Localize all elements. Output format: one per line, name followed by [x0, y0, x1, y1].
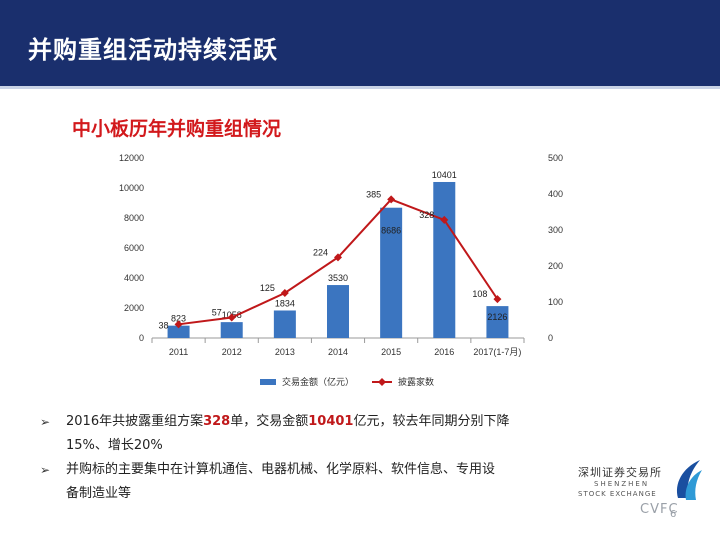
slide-title: 并购重组活动持续活跃 [28, 36, 278, 64]
bar-data-label: 3530 [328, 273, 348, 283]
y-left-tick-label: 4000 [124, 273, 144, 283]
logo-en-line1: SHENZHEN [594, 480, 650, 488]
line-data-label: 328 [419, 210, 434, 220]
bar [486, 306, 509, 338]
legend-bar-swatch [260, 379, 276, 385]
line-point [440, 215, 449, 224]
bullet-list: ➢ 2016年共披露重组方案328单，交易金额10401亿元，较去年同期分别下降… [40, 410, 640, 506]
line-point [334, 253, 342, 262]
watermark-text: CVFC [640, 502, 679, 517]
y-right-tick-label: 100 [548, 297, 563, 307]
bar [273, 310, 296, 338]
title-bar: 并购重组活动持续活跃 [0, 0, 720, 86]
line-data-label: 385 [366, 189, 381, 199]
bullet-item: ➢ 并购标的主要集中在计算机通信、电器机械、化学原料、软件信息、专用设 备制造业… [40, 458, 640, 506]
highlight-count: 328 [203, 414, 231, 429]
bullet-text: 备制造业等 [66, 486, 132, 501]
line-point [227, 313, 236, 322]
bar-data-label: 10401 [432, 170, 457, 180]
y-left-tick-label: 2000 [124, 303, 144, 313]
logo-name: 深圳证券交易所 [578, 466, 662, 479]
x-tick-label: 2013 [275, 347, 295, 357]
line-data-label: 125 [260, 283, 275, 293]
szse-logo-block: 深圳证券交易所 SHENZHEN STOCK EXCHANGE [578, 458, 718, 508]
y-right-tick-label: 400 [548, 189, 563, 199]
x-tick-label: 2014 [328, 347, 348, 357]
y-left-tick-label: 10000 [119, 183, 144, 193]
arrow-bullet-icon: ➢ [40, 463, 51, 477]
bullet-text: 并购标的主要集中在计算机通信、电器机械、化学原料、软件信息、专用设 [66, 462, 496, 477]
y-right-tick-label: 300 [548, 225, 563, 235]
title-divider [0, 86, 720, 89]
logo-en-line2: STOCK EXCHANGE [578, 490, 657, 498]
bar-line-chart: 0 2000 4000 6000 8000 10000 12000 0 100 200 300 400… [119, 153, 563, 387]
szse-emblem-icon [676, 460, 702, 500]
chart-title: 中小板历年并购重组情况 [72, 118, 282, 140]
x-tick-label: 2016 [434, 347, 454, 357]
bar [433, 181, 456, 338]
bar-data-label: 823 [171, 314, 186, 324]
bullet-text: 单，交易金额 [230, 414, 309, 429]
x-tick-label: 2011 [169, 347, 188, 357]
bar [167, 325, 190, 338]
line-point [174, 320, 183, 329]
x-tick-label: 2017(1-7月) [473, 347, 521, 357]
arrow-bullet-icon: ➢ [40, 415, 51, 429]
legend-bar-label: 交易金额（亿元） [282, 376, 354, 387]
line-data-label: 38 [159, 320, 169, 330]
bar-data-label: 8686 [381, 226, 401, 236]
line-data-label: 57 [212, 307, 222, 317]
x-tick-label: 2012 [222, 347, 242, 357]
bar [327, 285, 349, 338]
bullet-text: 15%、增长20% [66, 438, 163, 453]
bar-data-label: 1834 [275, 298, 295, 308]
line-point [280, 289, 289, 297]
bullet-item: ➢ 2016年共披露重组方案328单，交易金额10401亿元，较去年同期分别下降… [40, 410, 640, 458]
line-data-label: 108 [472, 289, 487, 299]
bar [380, 207, 403, 338]
bar-data-label: 2126 [487, 312, 507, 322]
x-tick-label: 2015 [381, 347, 401, 357]
y-right-tick-label: 200 [548, 261, 563, 271]
y-right-tick-label: 0 [548, 333, 553, 343]
bullet-text: 2016年共披露重组方案 [66, 414, 204, 429]
y-left-tick-label: 6000 [124, 243, 144, 253]
bar [220, 322, 243, 338]
legend-line-marker [378, 378, 386, 386]
y-right-tick-label: 500 [548, 153, 563, 163]
line-data-label: 224 [313, 247, 328, 257]
highlight-amount: 10401 [308, 414, 354, 429]
y-left-tick-label: 12000 [119, 153, 144, 163]
page-number: 6 [670, 509, 677, 520]
line-point [387, 195, 396, 204]
bullet-text: 亿元，较去年同期分别下降 [353, 414, 510, 429]
y-left-tick-label: 0 [139, 333, 144, 343]
y-left-tick-label: 8000 [124, 213, 144, 223]
legend-line-label: 披露家数 [398, 376, 434, 387]
line-point [493, 295, 502, 304]
